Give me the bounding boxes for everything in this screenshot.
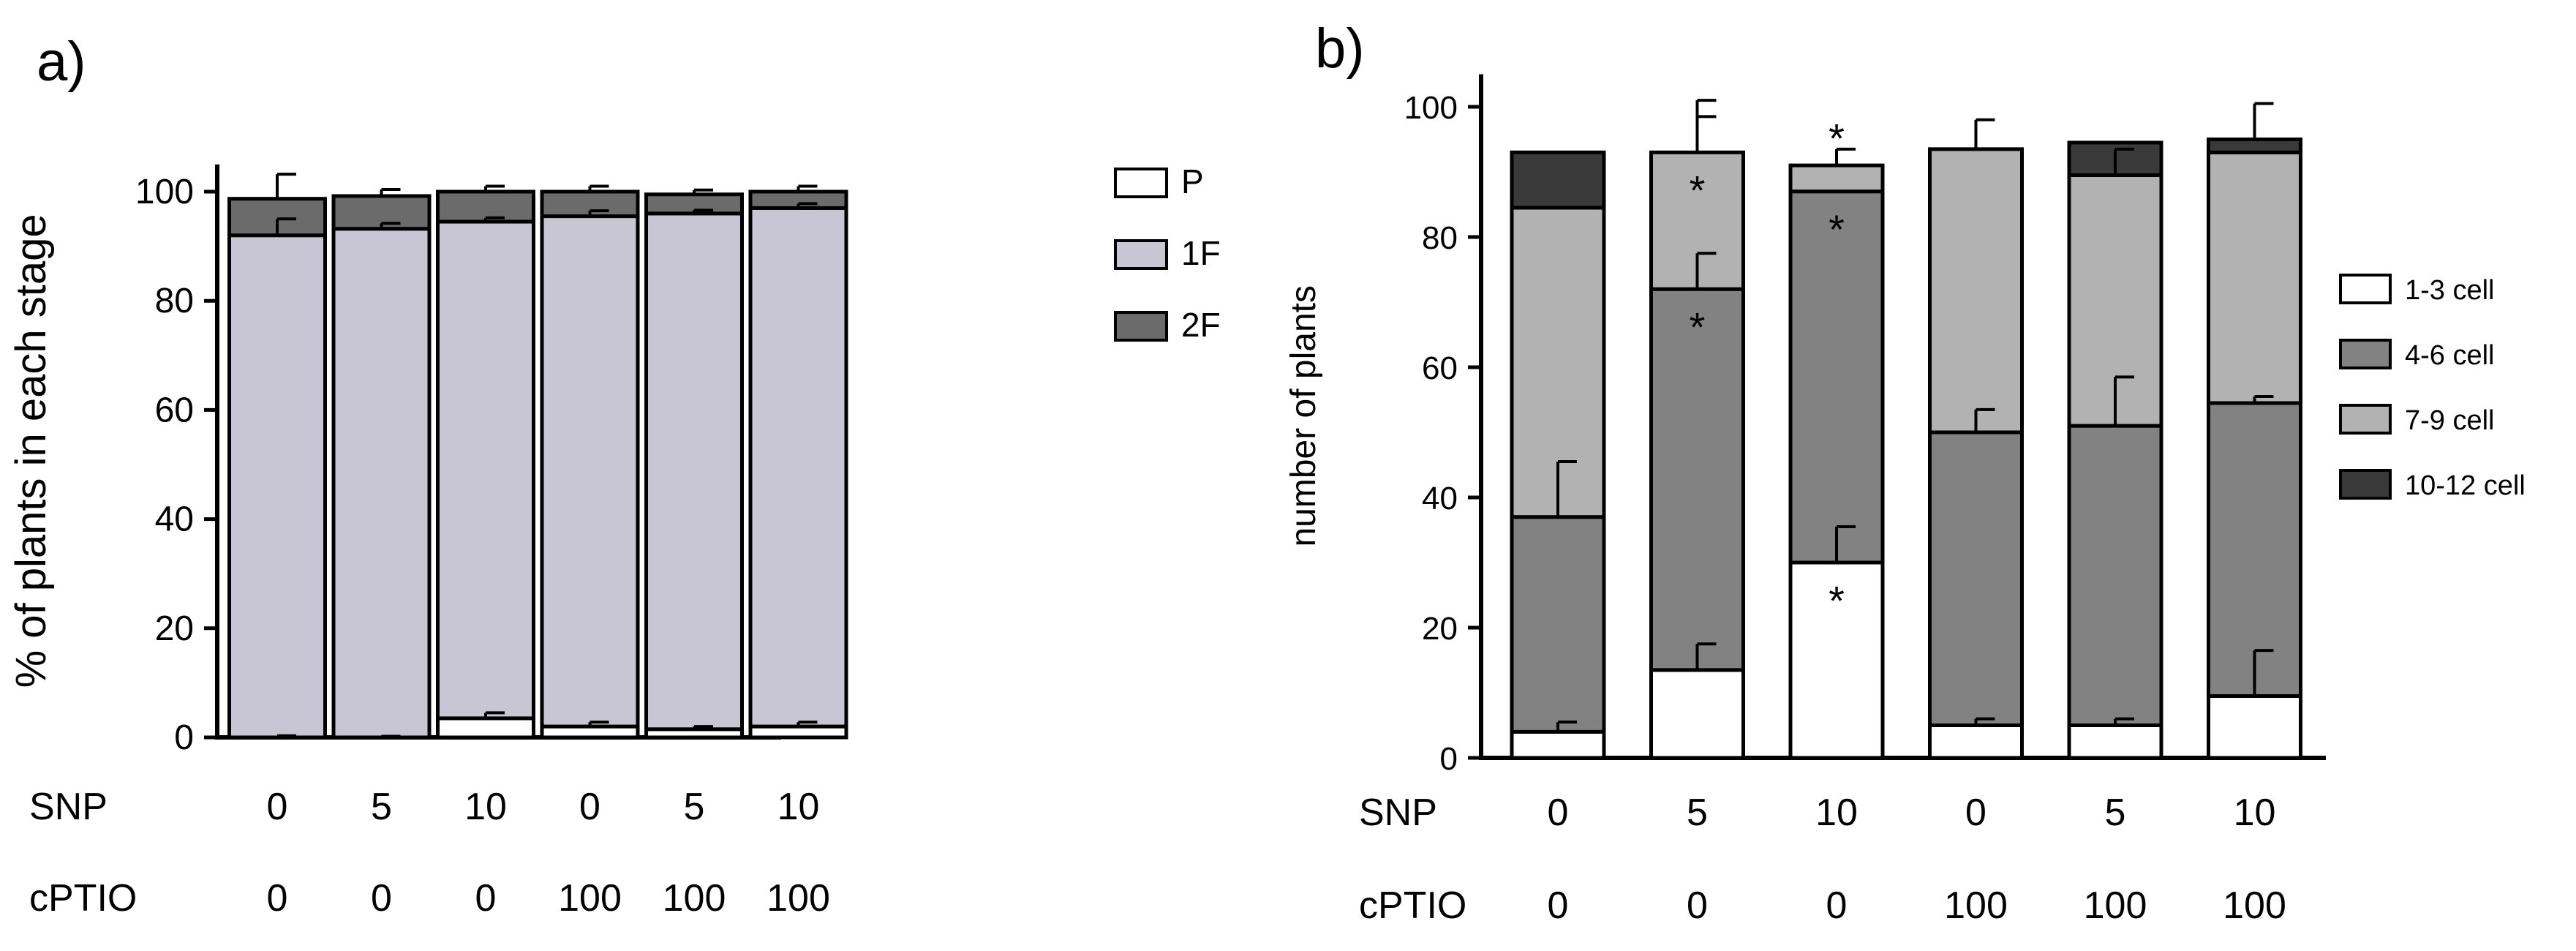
snp-value-label: 10 bbox=[464, 786, 507, 828]
significance-marker: * bbox=[1829, 577, 1845, 623]
panel-label: b) bbox=[1315, 18, 1365, 80]
y-tick-label: 0 bbox=[1440, 741, 1458, 777]
bar-segment-1f bbox=[436, 219, 535, 721]
y-tick-label: 60 bbox=[1422, 350, 1458, 386]
cptio-value-label: 0 bbox=[1548, 884, 1569, 927]
legend-label: P bbox=[1181, 162, 1204, 200]
bar-segment-1-3-cell bbox=[1928, 723, 2024, 760]
snp-value-label: 5 bbox=[2105, 792, 2126, 834]
snp-value-label: 0 bbox=[1548, 792, 1569, 834]
significance-marker: * bbox=[1829, 116, 1845, 162]
legend-label: 1F bbox=[1181, 234, 1221, 272]
snp-row-label: SNP bbox=[29, 786, 108, 828]
snp-value-label: 5 bbox=[684, 786, 705, 828]
cptio-value-label: 0 bbox=[267, 877, 288, 920]
bar-segment-1f bbox=[540, 214, 640, 729]
y-tick-label: 20 bbox=[1422, 611, 1458, 647]
bar-segment-1-3-cell bbox=[2067, 723, 2163, 760]
y-tick-label: 80 bbox=[155, 282, 194, 320]
bar-segment-1f bbox=[227, 233, 327, 740]
snp-value-label: 10 bbox=[1815, 792, 1858, 834]
bar-segment-4-6-cell bbox=[2067, 424, 2163, 727]
bar-segment-p bbox=[436, 716, 535, 740]
snp-value-label: 0 bbox=[1965, 792, 1986, 834]
legend-swatch-2f bbox=[1114, 311, 1168, 342]
significance-marker: * bbox=[1690, 168, 1706, 214]
cptio-value-label: 0 bbox=[475, 877, 497, 920]
legend-label: 1-3 cell bbox=[2405, 275, 2495, 306]
significance-marker: * bbox=[1690, 304, 1706, 350]
significance-marker: * bbox=[1829, 206, 1845, 252]
bar-segment-4-6-cell bbox=[1788, 189, 1885, 565]
bar-segment-4-6-cell bbox=[2207, 401, 2302, 698]
bar-segment-7-9-cell bbox=[2207, 150, 2302, 405]
y-tick-label: 100 bbox=[1404, 90, 1458, 126]
y-tick-label: 40 bbox=[1422, 481, 1458, 516]
y-axis-label: % of plants in each stage bbox=[7, 214, 55, 688]
legend-swatch-1-3-cell bbox=[2339, 274, 2392, 304]
bar-segment-4-6-cell bbox=[1510, 515, 1606, 734]
bar-segment-1-3-cell bbox=[1649, 668, 1745, 760]
bar-segment-1-3-cell bbox=[1510, 729, 1606, 760]
bar-segment-1f bbox=[748, 206, 848, 729]
legend-swatch-7-9-cell bbox=[2339, 404, 2392, 435]
cptio-value-label: 100 bbox=[2223, 884, 2286, 927]
bar-segment-1-3-cell bbox=[1788, 560, 1885, 760]
y-tick-label: 20 bbox=[155, 609, 194, 648]
y-tick-label: 60 bbox=[155, 391, 194, 429]
bar-segment-4-6-cell bbox=[1649, 287, 1745, 672]
snp-value-label: 0 bbox=[579, 786, 600, 828]
legend-swatch-4-6-cell bbox=[2339, 339, 2392, 369]
cptio-value-label: 100 bbox=[663, 877, 726, 920]
cptio-value-label: 100 bbox=[558, 877, 622, 920]
snp-value-label: 0 bbox=[267, 786, 288, 828]
legend-swatch-p bbox=[1114, 168, 1168, 198]
legend-label: 2F bbox=[1181, 306, 1221, 344]
snp-value-label: 10 bbox=[777, 786, 820, 828]
bar-segment-7-9-cell bbox=[1788, 163, 1885, 194]
y-tick-label: 80 bbox=[1422, 220, 1458, 256]
cptio-value-label: 100 bbox=[2084, 884, 2147, 927]
cptio-value-label: 100 bbox=[767, 877, 830, 920]
bar-segment-4-6-cell bbox=[1928, 430, 2024, 727]
bar-segment-1f bbox=[331, 227, 432, 740]
snp-value-label: 10 bbox=[2234, 792, 2276, 834]
snp-value-label: 5 bbox=[371, 786, 392, 828]
bar-segment-1f bbox=[644, 211, 744, 732]
bar-segment-10-12-cell bbox=[2207, 138, 2302, 154]
y-tick-label: 0 bbox=[174, 718, 194, 757]
bar-segment-10-12-cell bbox=[1510, 150, 1606, 210]
cptio-value-label: 100 bbox=[1944, 884, 2008, 927]
bar-segment-2f bbox=[644, 192, 744, 216]
cptio-row-label: cPTIO bbox=[1359, 884, 1466, 927]
snp-row-label: SNP bbox=[1359, 792, 1437, 834]
y-axis-label: number of plants bbox=[1284, 285, 1323, 547]
legend-swatch-1f bbox=[1114, 239, 1168, 270]
cptio-value-label: 0 bbox=[371, 877, 392, 920]
legend-swatch-10-12-cell bbox=[2339, 469, 2392, 500]
bar-segment-7-9-cell bbox=[1928, 147, 2024, 435]
cptio-value-label: 0 bbox=[1687, 884, 1708, 927]
panel-label: a) bbox=[37, 31, 86, 93]
legend-label: 7-9 cell bbox=[2405, 405, 2495, 436]
y-tick-label: 100 bbox=[135, 173, 194, 211]
chart-panel-b: b)number of plants0204060801000050100010… bbox=[1284, 18, 2526, 927]
snp-value-label: 5 bbox=[1687, 792, 1708, 834]
legend-label: 4-6 cell bbox=[2405, 340, 2495, 371]
y-tick-label: 40 bbox=[155, 500, 194, 539]
chart-panel-a: a)% of plants in each stage0204060801000… bbox=[7, 31, 1221, 920]
cptio-value-label: 0 bbox=[1826, 884, 1848, 927]
legend-label: 10-12 cell bbox=[2405, 470, 2526, 501]
cptio-row-label: cPTIO bbox=[29, 877, 137, 920]
bar-segment-1-3-cell bbox=[2207, 693, 2302, 760]
